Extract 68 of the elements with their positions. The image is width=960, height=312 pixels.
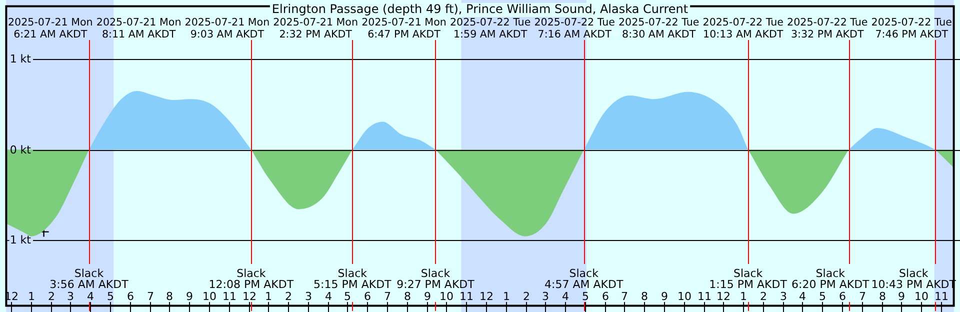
x-tick-label: 8 — [404, 290, 411, 303]
annotation: 2025-07-22 Tue 8:30 AM AKDT — [618, 16, 700, 41]
annotation: 2025-07-22 Tue 3:32 PM AKDT — [787, 16, 868, 41]
ref-line-label: Slack 4:57 AM AKDT — [544, 266, 624, 291]
x-tick-label: 9 — [424, 290, 431, 303]
x-tick-label: 7 — [621, 290, 628, 303]
x-tick-label: 10 — [202, 290, 216, 303]
x-tick-label: 4 — [562, 290, 569, 303]
x-tick-label: 11 — [934, 290, 948, 303]
annotation: 2025-07-21 Mon 6:21 AM AKDT — [8, 16, 93, 41]
x-tick-label: 2 — [285, 290, 292, 303]
x-tick-label: 12 — [480, 290, 494, 303]
x-tick-label: 11 — [698, 290, 712, 303]
ref-line-label: Slack 3:56 AM AKDT — [50, 266, 129, 291]
x-tick-label: 4 — [799, 290, 806, 303]
x-tick-label: 2 — [48, 290, 55, 303]
x-tick-label: 5 — [819, 290, 826, 303]
x-tick-label: 10 — [914, 290, 928, 303]
x-tick-label: 8 — [879, 290, 886, 303]
x-tick-label: 7 — [384, 290, 391, 303]
x-tick-label: 1 — [265, 290, 272, 303]
x-tick-label: 4 — [325, 290, 332, 303]
x-tick-label: 11 — [460, 290, 474, 303]
x-tick-label: 3 — [542, 290, 549, 303]
ref-line-label: Slack 12:08 PM AKDT — [208, 266, 294, 291]
annotation: 2025-07-21 Mon 8:11 AM AKDT — [96, 16, 182, 41]
y-tick-label: 1 kt — [10, 52, 32, 66]
x-tick-label: 11 — [222, 290, 236, 303]
x-tick-label: 12 — [716, 290, 730, 303]
chart-title: Elrington Passage (depth 49 ft), Prince William Sound, Alaska Current — [272, 2, 688, 16]
x-tick-label: 6 — [364, 290, 371, 303]
x-tick-label: 1 — [740, 290, 747, 303]
annotation: 2025-07-22 Tue 1:59 AM AKDT — [450, 16, 531, 41]
x-tick-label: 7 — [147, 290, 154, 303]
ref-line-label: Slack 5:15 PM AKDT — [314, 266, 392, 291]
ref-line-label: Slack 9:27 PM AKDT — [396, 266, 475, 291]
x-tick-label: 4 — [87, 290, 94, 303]
x-tick-label: 9 — [661, 290, 668, 303]
x-tick-label: 5 — [107, 290, 114, 303]
x-tick-label: 3 — [780, 290, 787, 303]
annotation: 2025-07-21 Mon 6:47 PM AKDT — [362, 16, 446, 41]
y-tick-label: -1 kt — [6, 233, 32, 246]
x-tick-label: 3 — [305, 290, 312, 303]
x-tick-label: 9 — [186, 290, 193, 303]
x-tick-label: 12 — [242, 290, 256, 303]
ref-line-label: Slack 1:15 PM AKDT — [709, 266, 788, 291]
x-tick-label: 7 — [859, 290, 866, 303]
x-tick-label: 6 — [127, 290, 134, 303]
x-tick-label: 6 — [602, 290, 609, 303]
annotation: 2025-07-22 Tue 10:13 AM AKDT — [702, 16, 784, 41]
x-tick-label: 1 — [503, 290, 510, 303]
x-tick-label: 2 — [523, 290, 530, 303]
x-tick-label: 8 — [641, 290, 648, 303]
x-tick-label: 8 — [166, 290, 173, 303]
annotation: 2025-07-22 Tue 7:46 PM AKDT — [871, 16, 952, 41]
x-tick-label: 5 — [582, 290, 589, 303]
annotation: 2025-07-21 Mon 2:32 PM AKDT — [273, 16, 358, 41]
x-tick-label: 6 — [839, 290, 846, 303]
x-tick-label: 10 — [440, 290, 454, 303]
annotation: 2025-07-21 Mon 9:03 AM AKDT — [184, 16, 270, 41]
annotation: 2025-07-22 Tue 7:16 AM AKDT — [534, 16, 615, 41]
x-tick-label: 10 — [678, 290, 692, 303]
x-tick-label: 2 — [760, 290, 767, 303]
ref-line-label: Slack 6:20 PM AKDT — [792, 266, 870, 291]
x-tick-label: 1 — [28, 290, 35, 303]
x-tick-label: 9 — [898, 290, 905, 303]
x-tick-label: 3 — [67, 290, 74, 303]
x-tick-label: 5 — [344, 290, 351, 303]
